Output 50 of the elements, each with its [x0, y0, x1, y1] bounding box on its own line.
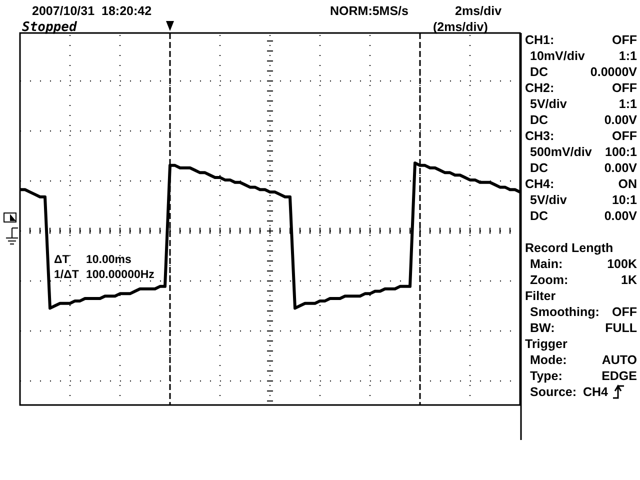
text: Mode:: [530, 353, 567, 367]
text: EDGE: [602, 369, 637, 383]
text: 2ms/div: [455, 4, 502, 18]
text: OFF: [612, 129, 638, 143]
chart-subtitle: Stopped: [22, 20, 78, 35]
annotation: 1/ΔT: [54, 269, 79, 281]
text: 100:1: [605, 145, 638, 159]
text: 0.00V: [604, 113, 638, 127]
text: CH3:: [525, 129, 554, 143]
text: FULL: [605, 321, 638, 335]
annotation: 10.00ms: [86, 254, 132, 266]
text: OFF: [612, 305, 638, 319]
text: CH1:: [525, 33, 554, 47]
text: Filter: [525, 289, 556, 303]
text: AUTO: [602, 353, 638, 367]
text: Main:: [530, 257, 563, 271]
text: 100K: [607, 257, 637, 271]
annotation: 100.00000Hz: [86, 269, 155, 281]
text: 0.0000V: [590, 65, 638, 79]
annotation: ΔT: [54, 254, 70, 266]
text: Type:: [530, 369, 562, 383]
text: OFF: [612, 33, 638, 47]
text: 10mV/div: [530, 49, 585, 63]
text: CH4:: [525, 177, 554, 191]
text: Smoothing:: [530, 305, 600, 319]
text: OFF: [612, 81, 638, 95]
text: 5V/div: [530, 193, 567, 207]
text: 0.00V: [604, 161, 638, 175]
text: (2ms/div): [433, 20, 488, 34]
text: 0.00V: [604, 209, 638, 223]
text: DC: [530, 113, 548, 127]
text: CH4: [582, 385, 608, 399]
source-note: Source:: [530, 385, 577, 399]
text: BW:: [530, 321, 555, 335]
text: Record Length: [525, 241, 614, 255]
text: 1:1: [618, 49, 638, 63]
text: DC: [530, 65, 548, 79]
text: NORM:5MS/s: [330, 4, 409, 18]
text: 1:1: [618, 97, 638, 111]
text: ON: [618, 177, 637, 191]
text: 5V/div: [530, 97, 567, 111]
text: DC: [530, 209, 548, 223]
text: Trigger: [525, 337, 568, 351]
text: CH2:: [525, 81, 554, 95]
text: 500mV/div: [530, 145, 592, 159]
chart-title: 2007/10/31 18:20:42: [32, 4, 152, 18]
text: Zoom:: [530, 273, 568, 287]
text: DC: [530, 161, 548, 175]
text: 10:1: [612, 193, 638, 207]
text: 1K: [621, 273, 637, 287]
